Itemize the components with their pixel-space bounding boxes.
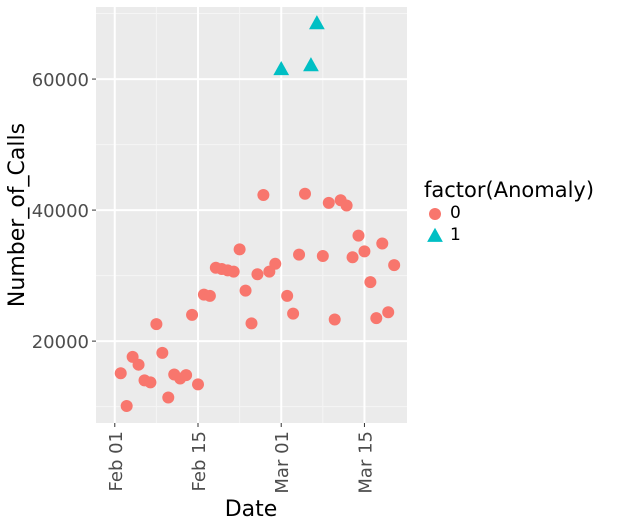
normal-point (257, 189, 270, 202)
normal-point (370, 312, 383, 325)
normal-point (287, 307, 300, 320)
legend-marker (429, 208, 441, 220)
normal-point (144, 376, 157, 389)
y-tick-label: 60000 (32, 70, 89, 91)
normal-point (316, 249, 329, 262)
minor-gridlines (96, 7, 407, 423)
normal-point (346, 251, 359, 264)
normal-point (382, 306, 395, 319)
normal-point (114, 367, 127, 380)
normal-point (376, 237, 389, 250)
plot-panel (96, 7, 407, 423)
anomaly-point (273, 61, 290, 76)
legend-marker (427, 227, 443, 242)
normal-point (186, 308, 199, 321)
major-gridlines (96, 7, 407, 423)
normal-point (233, 243, 246, 256)
y-tick-label: 40000 (32, 201, 89, 222)
normal-point (150, 318, 163, 331)
data-points (114, 15, 401, 412)
y-axis-title: Number_of_Calls (5, 123, 30, 307)
legend-item: 0 (424, 202, 614, 224)
normal-point (245, 317, 258, 330)
normal-point (132, 358, 145, 371)
normal-point (156, 346, 169, 359)
normal-point (239, 284, 252, 297)
x-axis-ticks: Feb 01 Feb 15 Mar 01 Mar 15 (106, 423, 376, 494)
triangle-marker-icon (427, 227, 443, 242)
normal-point (203, 289, 216, 302)
normal-point (269, 257, 282, 270)
legend-item: 1 (424, 224, 614, 246)
normal-point (293, 248, 306, 261)
x-tick-label: Mar 01 (272, 431, 293, 494)
x-tick-label: Feb 01 (106, 431, 127, 492)
normal-point (388, 259, 401, 272)
anomaly-point (303, 57, 319, 72)
normal-point (120, 399, 133, 412)
legend-key (424, 202, 446, 224)
x-tick-label: Mar 15 (355, 431, 376, 494)
normal-point (298, 187, 311, 200)
y-axis-ticks: 20000 40000 60000 (32, 70, 96, 353)
normal-point (328, 313, 341, 326)
normal-point (192, 378, 205, 391)
normal-point (227, 265, 240, 278)
normal-point (340, 199, 353, 212)
normal-point (281, 289, 294, 302)
normal-point (364, 276, 377, 289)
normal-point (180, 369, 193, 382)
anomaly-point (309, 15, 325, 30)
normal-point (358, 245, 371, 258)
circle-marker-icon (429, 208, 441, 220)
x-tick-label: Feb 15 (189, 431, 210, 492)
y-tick-label: 20000 (32, 332, 89, 353)
legend-title: factor(Anomaly) (424, 178, 595, 202)
legend-label: 1 (450, 225, 461, 245)
normal-point (251, 268, 264, 281)
normal-point (162, 391, 175, 404)
legend-key (424, 224, 446, 246)
legend-label: 0 (450, 203, 461, 223)
normal-point (352, 229, 365, 242)
normal-point (322, 196, 335, 209)
x-axis-title: Date (225, 497, 278, 522)
